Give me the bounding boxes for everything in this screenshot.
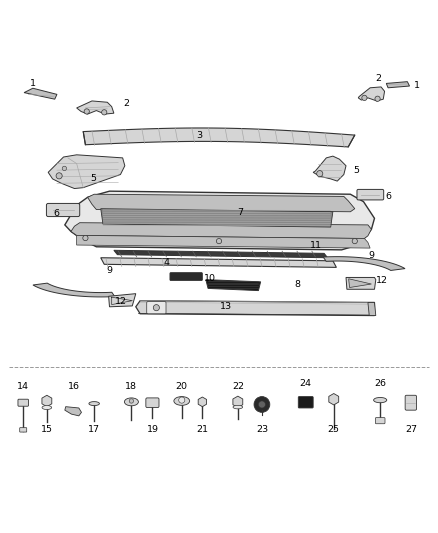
Text: 10: 10 bbox=[204, 274, 216, 283]
Circle shape bbox=[362, 95, 367, 101]
Circle shape bbox=[102, 110, 107, 115]
Text: 2: 2 bbox=[123, 99, 129, 108]
Circle shape bbox=[317, 171, 323, 177]
FancyBboxPatch shape bbox=[146, 398, 159, 408]
Polygon shape bbox=[386, 82, 410, 88]
FancyBboxPatch shape bbox=[298, 397, 313, 408]
Circle shape bbox=[352, 238, 357, 244]
Text: 12: 12 bbox=[114, 297, 127, 306]
Text: 23: 23 bbox=[256, 425, 268, 434]
Text: 22: 22 bbox=[232, 383, 244, 391]
Polygon shape bbox=[198, 397, 207, 407]
FancyBboxPatch shape bbox=[357, 189, 384, 200]
Ellipse shape bbox=[233, 405, 243, 409]
Polygon shape bbox=[323, 257, 405, 270]
Ellipse shape bbox=[89, 402, 99, 406]
Text: 25: 25 bbox=[328, 425, 340, 434]
Polygon shape bbox=[65, 191, 374, 250]
FancyBboxPatch shape bbox=[147, 302, 166, 314]
Text: 27: 27 bbox=[405, 425, 417, 434]
Polygon shape bbox=[42, 395, 52, 407]
Circle shape bbox=[83, 236, 88, 241]
Polygon shape bbox=[24, 88, 57, 99]
Text: 6: 6 bbox=[53, 208, 59, 217]
Text: 3: 3 bbox=[196, 132, 202, 141]
Polygon shape bbox=[109, 294, 136, 307]
Text: 9: 9 bbox=[106, 266, 113, 276]
Circle shape bbox=[62, 166, 67, 171]
Circle shape bbox=[254, 397, 270, 413]
Text: 6: 6 bbox=[385, 192, 392, 201]
Circle shape bbox=[375, 96, 380, 101]
Polygon shape bbox=[88, 194, 355, 212]
Ellipse shape bbox=[124, 398, 138, 406]
Text: 20: 20 bbox=[176, 383, 188, 391]
Polygon shape bbox=[233, 396, 243, 408]
Circle shape bbox=[84, 109, 89, 114]
Circle shape bbox=[179, 397, 185, 403]
Text: 1: 1 bbox=[414, 81, 420, 90]
Ellipse shape bbox=[42, 406, 52, 409]
Text: 15: 15 bbox=[41, 425, 53, 434]
Text: 16: 16 bbox=[67, 383, 80, 391]
Circle shape bbox=[258, 401, 265, 408]
Text: 26: 26 bbox=[374, 379, 386, 389]
Polygon shape bbox=[329, 393, 339, 405]
Circle shape bbox=[216, 238, 222, 244]
Polygon shape bbox=[313, 156, 346, 181]
Polygon shape bbox=[77, 236, 370, 248]
Text: 13: 13 bbox=[220, 302, 232, 311]
Text: 12: 12 bbox=[376, 276, 388, 285]
Ellipse shape bbox=[174, 397, 190, 405]
Text: 7: 7 bbox=[237, 208, 243, 217]
Polygon shape bbox=[71, 223, 371, 238]
FancyBboxPatch shape bbox=[20, 427, 27, 432]
Text: 4: 4 bbox=[163, 257, 170, 266]
Polygon shape bbox=[136, 301, 374, 316]
Circle shape bbox=[56, 173, 62, 179]
FancyBboxPatch shape bbox=[18, 399, 28, 406]
Polygon shape bbox=[83, 128, 355, 147]
Text: 17: 17 bbox=[88, 425, 100, 434]
Text: 5: 5 bbox=[90, 174, 96, 183]
Text: 9: 9 bbox=[368, 251, 374, 260]
FancyBboxPatch shape bbox=[405, 395, 417, 410]
Text: 19: 19 bbox=[146, 425, 159, 434]
Text: 2: 2 bbox=[375, 74, 381, 83]
Text: 24: 24 bbox=[300, 379, 312, 389]
Polygon shape bbox=[114, 251, 328, 258]
Polygon shape bbox=[65, 407, 81, 416]
FancyBboxPatch shape bbox=[46, 204, 80, 216]
Polygon shape bbox=[48, 155, 125, 189]
Polygon shape bbox=[77, 101, 114, 114]
Polygon shape bbox=[349, 279, 371, 287]
Polygon shape bbox=[101, 258, 336, 268]
Polygon shape bbox=[346, 278, 376, 289]
Ellipse shape bbox=[374, 398, 387, 403]
Text: 8: 8 bbox=[295, 279, 301, 288]
Text: 1: 1 bbox=[30, 79, 36, 88]
FancyBboxPatch shape bbox=[170, 273, 202, 280]
Text: 14: 14 bbox=[17, 383, 29, 391]
Polygon shape bbox=[206, 280, 261, 290]
Polygon shape bbox=[33, 283, 115, 297]
Circle shape bbox=[129, 399, 134, 403]
Text: 18: 18 bbox=[125, 383, 138, 391]
Polygon shape bbox=[101, 209, 333, 227]
Text: 5: 5 bbox=[353, 166, 359, 175]
Polygon shape bbox=[368, 302, 376, 316]
Polygon shape bbox=[358, 87, 385, 101]
FancyBboxPatch shape bbox=[375, 418, 385, 424]
Circle shape bbox=[153, 304, 159, 311]
Text: 21: 21 bbox=[196, 425, 208, 434]
Text: 11: 11 bbox=[310, 241, 322, 250]
